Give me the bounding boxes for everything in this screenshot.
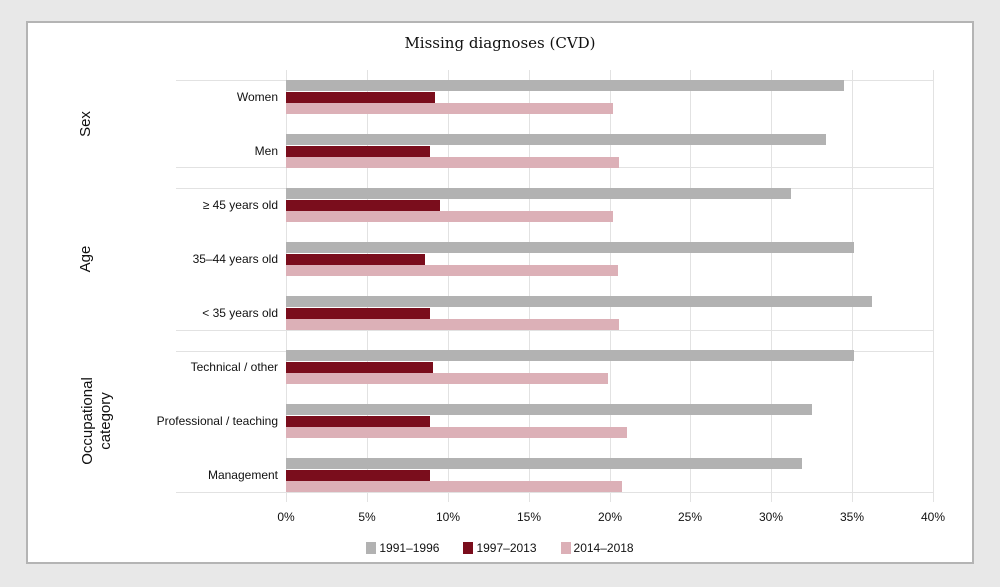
x-tick-label: 35% bbox=[839, 510, 865, 524]
legend-item: 1991–1996 bbox=[366, 541, 439, 555]
gridline bbox=[852, 70, 853, 502]
legend-swatch bbox=[560, 542, 571, 554]
legend-swatch bbox=[366, 542, 377, 554]
group-label: Occupational category bbox=[79, 377, 114, 465]
legend-swatch bbox=[463, 542, 474, 554]
x-tick-label: 25% bbox=[677, 510, 703, 524]
bar-1991–1996 bbox=[286, 242, 854, 253]
category-label: Men bbox=[254, 144, 278, 158]
bar-2014–2018 bbox=[286, 265, 618, 276]
category-label: 35–44 years old bbox=[192, 252, 278, 266]
bar-2014–2018 bbox=[286, 103, 613, 114]
bar-1997–2013 bbox=[286, 200, 440, 211]
bar-2014–2018 bbox=[286, 481, 622, 492]
bar-1997–2013 bbox=[286, 308, 430, 319]
category-label: ≥ 45 years old bbox=[202, 198, 278, 212]
bar-1997–2013 bbox=[286, 92, 435, 103]
x-tick-label: 10% bbox=[435, 510, 461, 524]
bar-1991–1996 bbox=[286, 296, 872, 307]
gridline bbox=[448, 70, 449, 502]
x-tick-label: 0% bbox=[277, 510, 295, 524]
bar-2014–2018 bbox=[286, 319, 619, 330]
group-separator bbox=[176, 492, 933, 493]
group-label: Sex bbox=[77, 111, 94, 137]
legend-item: 1997–2013 bbox=[463, 541, 537, 555]
gridline bbox=[933, 70, 934, 502]
bar-1991–1996 bbox=[286, 80, 844, 91]
legend-label: 2014–2018 bbox=[573, 541, 634, 555]
group-separator bbox=[176, 330, 933, 331]
bar-2014–2018 bbox=[286, 427, 627, 438]
gridline bbox=[690, 70, 691, 502]
legend-label: 1991–1996 bbox=[379, 541, 440, 555]
chart-title: Missing diagnoses (CVD) bbox=[404, 34, 596, 52]
bar-1991–1996 bbox=[286, 458, 802, 469]
category-label: Management bbox=[207, 468, 278, 482]
group-label: Age bbox=[77, 245, 94, 273]
bar-1997–2013 bbox=[286, 416, 430, 427]
x-tick-label: 5% bbox=[358, 510, 376, 524]
bar-1991–1996 bbox=[286, 404, 812, 415]
gridline bbox=[529, 70, 530, 502]
category-label: Women bbox=[236, 90, 278, 104]
bar-1997–2013 bbox=[286, 146, 430, 157]
bar-2014–2018 bbox=[286, 373, 608, 384]
bar-1991–1996 bbox=[286, 350, 854, 361]
x-tick-label: 30% bbox=[758, 510, 784, 524]
bar-1997–2013 bbox=[286, 362, 433, 373]
x-tick-label: 20% bbox=[597, 510, 623, 524]
bar-1997–2013 bbox=[286, 254, 425, 265]
bar-2014–2018 bbox=[286, 211, 613, 222]
gridline bbox=[286, 70, 287, 502]
bar-1991–1996 bbox=[286, 134, 826, 145]
category-label: < 35 years old bbox=[202, 306, 278, 320]
legend-item: 2014–2018 bbox=[560, 541, 634, 555]
category-label: Technical / other bbox=[190, 360, 278, 374]
x-tick-label: 15% bbox=[516, 510, 542, 524]
gridline bbox=[610, 70, 611, 502]
x-tick-label: 40% bbox=[920, 510, 946, 524]
legend-label: 1997–2013 bbox=[476, 541, 537, 555]
gridline bbox=[367, 70, 368, 502]
category-label: Professional / teaching bbox=[156, 414, 278, 428]
gridline bbox=[771, 70, 772, 502]
bar-1991–1996 bbox=[286, 188, 791, 199]
legend: 1991–1996 1997–2013 2014–2018 bbox=[0, 541, 1000, 555]
bar-1997–2013 bbox=[286, 470, 430, 481]
bar-2014–2018 bbox=[286, 157, 619, 168]
